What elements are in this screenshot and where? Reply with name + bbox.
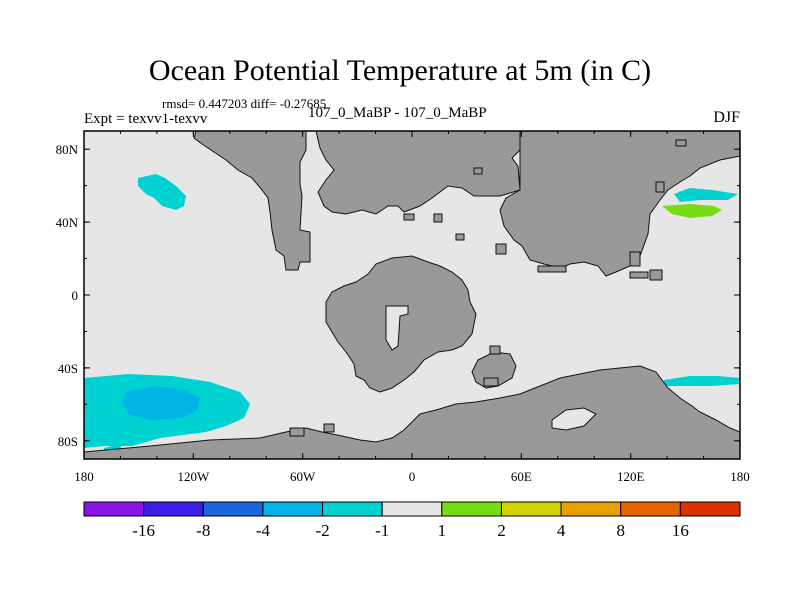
anomaly-region-nw-pacific	[674, 188, 738, 202]
colorbar-label: 4	[557, 521, 566, 540]
land-antarctica-gap	[551, 407, 597, 431]
stats-line: rmsd= 0.447203 diff= -0.27685	[162, 96, 327, 111]
island-9	[483, 377, 499, 387]
land-south-america-inlet	[385, 305, 409, 351]
colorbar-label: 16	[672, 521, 689, 540]
colorbar-swatch	[381, 501, 443, 517]
period-line: 107_0_MaBP - 107_0_MaBP	[308, 105, 487, 121]
colorbar: -16 -8 -4 -2 -1 1 2 4 8 16	[83, 501, 741, 540]
land-north-america	[193, 131, 311, 271]
anomaly-region-north-pacific	[138, 174, 186, 210]
lat-tick-label: 0	[72, 288, 79, 303]
island-13	[675, 139, 687, 147]
colorbar-swatch	[560, 501, 622, 517]
colorbar-label: 2	[497, 521, 506, 540]
island-11	[289, 427, 305, 437]
land-africa	[325, 255, 477, 393]
colorbar-swatch	[620, 501, 681, 517]
island-4	[629, 271, 649, 279]
land-masses	[84, 131, 740, 459]
longitude-axis: 180 120W 60W 0 60E 120E 180	[74, 131, 750, 484]
colorbar-label: -8	[196, 521, 210, 540]
lat-tick-label: 40S	[58, 361, 78, 376]
island-14	[473, 167, 483, 175]
lon-tick-label: 60W	[290, 469, 316, 484]
island-2	[403, 213, 415, 221]
colorbar-swatch	[83, 501, 145, 517]
map-content	[84, 131, 740, 459]
colorbar-label: -1	[375, 521, 389, 540]
lon-tick-label: 180	[74, 469, 94, 484]
anomaly-region-south-pacific-core	[122, 386, 200, 420]
land-antarctica	[84, 365, 740, 459]
anomaly-region-southern-ocean-east	[664, 376, 740, 386]
island-6	[655, 181, 665, 193]
lat-tick-label: 80N	[56, 142, 79, 157]
island-12	[323, 423, 335, 433]
island-8	[649, 269, 663, 281]
lat-tick-label: 40N	[56, 215, 79, 230]
island-3	[537, 265, 567, 273]
colorbar-swatch	[143, 501, 204, 517]
colorbar-label: -4	[256, 521, 271, 540]
lon-tick-label: 60E	[511, 469, 532, 484]
colorbar-swatch	[202, 501, 264, 517]
season-label: DJF	[713, 109, 740, 126]
experiment-line: Expt = texvv1-texvv	[84, 111, 208, 127]
map-title: Ocean Potential Temperature at 5m (in C)	[148, 54, 652, 87]
island-7	[629, 251, 641, 267]
colorbar-label: 8	[616, 521, 625, 540]
colorbar-swatch	[679, 501, 741, 517]
colorbar-label: 1	[438, 521, 447, 540]
lon-tick-label: 120W	[177, 469, 210, 484]
island-15	[433, 213, 443, 223]
colorbar-swatch	[441, 501, 502, 517]
lon-tick-label: 0	[409, 469, 416, 484]
anomaly-region-nw-pacific-warm	[662, 204, 722, 218]
colorbar-label: -2	[315, 521, 329, 540]
lon-tick-label: 180	[730, 469, 750, 484]
colorbar-label: -16	[132, 521, 155, 540]
colorbar-swatch	[322, 501, 383, 517]
lon-tick-label: 120E	[617, 469, 645, 484]
land-asia	[499, 131, 740, 277]
latitude-axis: 80N 40N 0 40S 80S	[56, 142, 740, 449]
island-10	[489, 345, 501, 355]
colorbar-swatch	[500, 501, 562, 517]
colorbar-swatch	[262, 501, 324, 517]
island-5	[495, 243, 507, 255]
land-australia	[471, 351, 517, 389]
island-1	[455, 233, 465, 241]
land-greenland-europe	[315, 131, 521, 215]
lat-tick-label: 80S	[58, 434, 78, 449]
